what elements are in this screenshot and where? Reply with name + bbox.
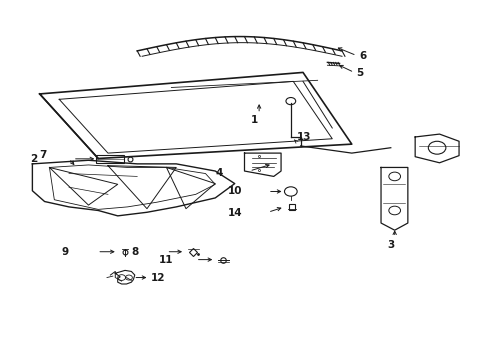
Text: 11: 11 — [159, 255, 173, 265]
Bar — [96, 155, 124, 163]
Text: 5: 5 — [356, 68, 363, 78]
Text: 12: 12 — [151, 273, 165, 283]
Text: 14: 14 — [227, 208, 242, 218]
Text: 8: 8 — [131, 247, 138, 257]
Text: 6: 6 — [358, 51, 366, 61]
Text: 13: 13 — [296, 132, 310, 142]
Text: 7: 7 — [40, 150, 47, 160]
Text: 2: 2 — [30, 154, 37, 164]
Text: 10: 10 — [227, 186, 242, 197]
Text: 9: 9 — [61, 247, 69, 257]
Text: 4: 4 — [215, 168, 222, 178]
Text: 1: 1 — [250, 116, 257, 125]
Text: 3: 3 — [386, 240, 394, 250]
